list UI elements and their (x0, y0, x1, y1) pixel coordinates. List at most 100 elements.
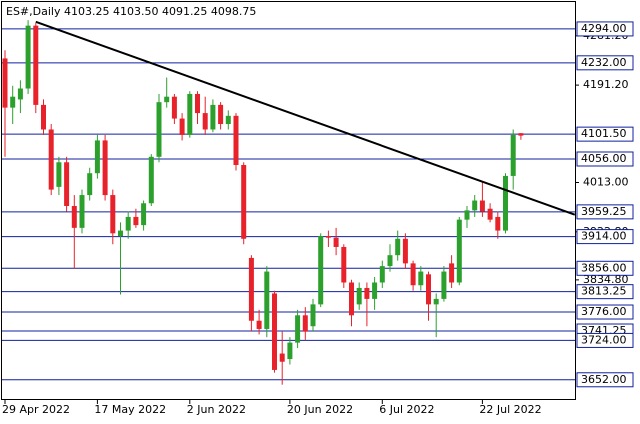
level-label: 3856.00 (581, 261, 627, 274)
x-tick-label: 20 Jun 2022 (287, 403, 353, 416)
level-box (576, 304, 634, 320)
candle-body (2, 58, 8, 108)
candle-body (341, 246, 347, 283)
level-label: 3959.25 (581, 205, 627, 218)
level-label: 3652.00 (581, 373, 627, 386)
x-tick-label: 2 Jun 2022 (187, 403, 246, 416)
candle-body (441, 271, 447, 299)
candle-body (210, 104, 216, 130)
candle-body (195, 93, 200, 114)
level-label: 4101.50 (581, 127, 627, 140)
candle-body (17, 88, 23, 100)
candle-body (325, 236, 331, 238)
candle-body (379, 266, 385, 283)
candle-body (495, 216, 501, 231)
candle-body (241, 165, 247, 239)
candle-body (148, 156, 154, 204)
candle-body (41, 104, 46, 130)
candle-body (510, 134, 516, 176)
candle-body (133, 216, 139, 226)
candle-body (79, 195, 85, 228)
candle-body (87, 173, 93, 196)
candle-body (410, 263, 416, 286)
candle-body (187, 93, 193, 135)
candle-body (302, 315, 308, 332)
candle-body (118, 230, 123, 237)
candle-body (279, 353, 285, 362)
candle-body (287, 342, 293, 360)
candle-body (25, 25, 31, 89)
level-label: 4232.00 (581, 56, 627, 69)
level-label: 3914.00 (581, 230, 627, 243)
level-box (576, 21, 634, 37)
candle-body (356, 287, 362, 305)
candle-body (202, 113, 208, 130)
candle-body (464, 210, 470, 220)
candle-body (433, 298, 439, 305)
candle-body (102, 140, 108, 196)
candle-body (387, 255, 393, 267)
x-tick-label: 6 Jul 2022 (379, 403, 434, 416)
candle-body (456, 219, 462, 283)
candle-body (503, 175, 508, 231)
candle-body (518, 133, 524, 136)
candle-body (48, 129, 54, 190)
candle-body (164, 96, 170, 103)
candle-body (56, 162, 62, 187)
candle-body (426, 274, 431, 305)
candle-body (264, 271, 270, 329)
level-box (576, 260, 634, 276)
level-box (576, 204, 634, 220)
candle-body (395, 238, 401, 256)
candle-body (141, 203, 147, 226)
candle-body (71, 205, 77, 228)
candle-body (10, 96, 16, 108)
candle-body (179, 118, 185, 135)
level-label: 4056.00 (581, 152, 627, 165)
level-box (576, 372, 634, 388)
level-box (576, 151, 634, 167)
candle-body (487, 208, 493, 220)
candle-body (479, 200, 485, 212)
candle-body (449, 263, 455, 283)
candle-body (256, 320, 262, 329)
level-label: 3776.00 (581, 305, 627, 318)
candle-body (94, 140, 100, 174)
x-tick-label: 29 Apr 2022 (2, 403, 70, 416)
level-box (576, 55, 634, 71)
y-tick-label: 4013.00 (583, 175, 629, 188)
candle-body (218, 104, 224, 125)
level-box (576, 229, 634, 245)
level-label: 3813.25 (581, 285, 627, 298)
level-label: 4294.00 (581, 22, 627, 35)
candle-body (372, 282, 378, 299)
candle-body (402, 238, 408, 264)
candle-body (295, 315, 301, 343)
level-label: 3724.00 (581, 333, 627, 346)
candle-body (156, 102, 162, 157)
x-tick-label: 17 May 2022 (94, 403, 166, 416)
candle-body (233, 115, 239, 166)
candle-body (333, 237, 339, 247)
trendline (35, 20, 576, 216)
candle-body (272, 293, 277, 370)
candle-body (33, 25, 39, 105)
x-tick-label: 22 Jul 2022 (479, 403, 541, 416)
candle-body (171, 96, 177, 119)
candle-body (318, 236, 324, 305)
y-tick-label: 4191.20 (583, 78, 629, 91)
candle-body (225, 115, 231, 125)
candle-body (125, 216, 131, 231)
candle-body (110, 195, 116, 234)
chart-title: ES#,Daily 4103.25 4103.50 4091.25 4098.7… (6, 5, 256, 18)
candle-body (310, 304, 316, 327)
y-tick-label: 3834.80 (583, 273, 629, 286)
level-box (576, 126, 634, 142)
candle-body (472, 200, 478, 211)
candle-body (349, 282, 354, 316)
candle-body (248, 257, 254, 321)
candle-body (364, 287, 370, 299)
